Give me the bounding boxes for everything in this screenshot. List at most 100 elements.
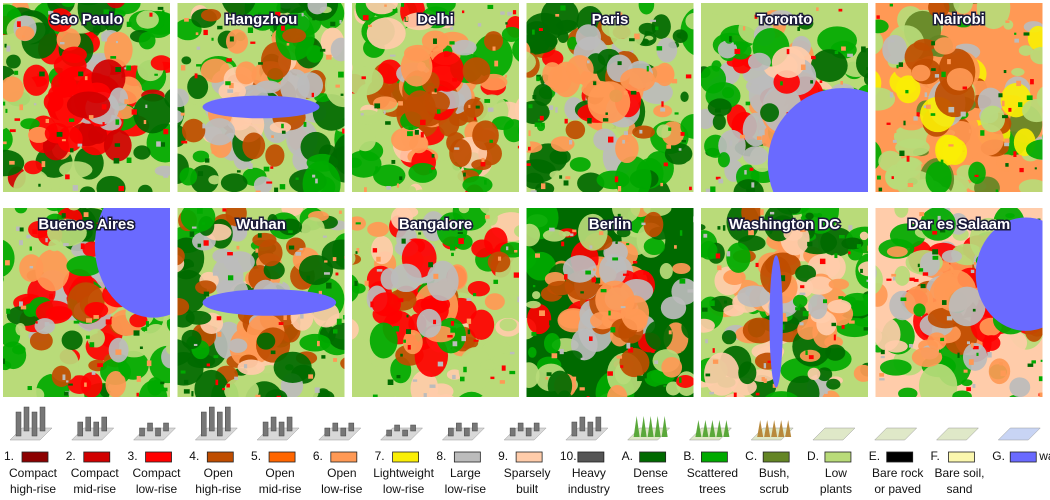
map-patch — [105, 370, 126, 397]
map-speck — [602, 118, 609, 122]
map-patch — [408, 162, 437, 183]
map-speck — [115, 67, 121, 72]
map-speck — [807, 241, 813, 247]
class-icon — [688, 420, 733, 441]
map-speck — [886, 122, 891, 125]
map-patch — [390, 208, 413, 230]
map-patch — [407, 186, 417, 192]
map-speck — [896, 64, 899, 69]
map-patch — [601, 14, 640, 39]
map-speck — [308, 374, 314, 379]
map-speck — [919, 212, 925, 217]
map-speck — [452, 341, 458, 347]
map-patch — [532, 291, 541, 300]
city-label: Dar es Salaam — [908, 216, 1011, 233]
map-speck — [48, 10, 54, 15]
map-speck — [607, 371, 613, 376]
map-speck — [824, 387, 828, 394]
map-speck — [976, 352, 979, 356]
map-speck — [614, 176, 619, 183]
map-patch — [577, 213, 608, 251]
map-patch — [252, 232, 277, 248]
map-speck — [1014, 32, 1017, 35]
map-panel — [177, 208, 345, 397]
map-speck — [600, 289, 607, 293]
map-patch — [340, 357, 345, 370]
map-patch — [526, 300, 541, 309]
map-speck — [879, 378, 885, 381]
map-speck — [157, 6, 164, 10]
map-patch — [179, 167, 198, 186]
map-speck — [937, 215, 941, 222]
map-speck — [14, 118, 21, 121]
map-speck — [786, 48, 790, 55]
map-patch — [792, 294, 808, 308]
map-patch — [980, 105, 1006, 133]
map-speck — [734, 48, 741, 54]
map-patch — [810, 49, 848, 83]
map-speck — [807, 225, 811, 231]
map-speck — [972, 345, 979, 350]
map-patch — [449, 138, 472, 168]
map-patch — [150, 55, 170, 71]
map-patch — [717, 40, 738, 59]
city-label: Bangalore — [399, 216, 472, 233]
map-patch — [499, 318, 517, 332]
map-patch — [462, 176, 493, 192]
map-speck — [300, 313, 304, 319]
map-speck — [660, 107, 666, 112]
map-patch — [638, 3, 655, 15]
map-speck — [538, 28, 543, 32]
map-speck — [907, 183, 914, 188]
map-speck — [114, 143, 121, 147]
map-speck — [898, 62, 904, 67]
map-patch — [742, 146, 768, 166]
map-speck — [27, 386, 32, 391]
map-speck — [637, 375, 644, 382]
map-speck — [5, 260, 10, 266]
map-speck — [385, 121, 391, 125]
map-patch — [922, 407, 940, 425]
map-speck — [980, 130, 985, 136]
map-patch — [181, 118, 206, 143]
map-speck — [431, 91, 437, 95]
map-speck — [452, 374, 456, 380]
map-speck — [217, 331, 222, 337]
map-speck — [227, 89, 234, 93]
map-speck — [555, 13, 560, 17]
map-speck — [405, 15, 409, 22]
map-speck — [679, 230, 683, 236]
map-speck — [580, 291, 584, 294]
map-patch — [177, 297, 190, 316]
map-speck — [142, 327, 148, 331]
legend-swatch — [330, 451, 358, 463]
map-speck — [372, 394, 378, 397]
map-patch — [723, 269, 746, 285]
map-patch — [51, 365, 72, 387]
map-patch — [352, 251, 356, 265]
map-patch — [393, 396, 397, 397]
map-patch — [220, 173, 248, 192]
icon-tree — [702, 420, 709, 437]
map-speck — [810, 80, 814, 84]
map-speck — [278, 322, 284, 325]
map-speck — [1013, 151, 1017, 157]
map-speck — [866, 67, 868, 71]
map-patch — [301, 217, 325, 241]
map-patch — [265, 144, 285, 167]
map-speck — [450, 26, 454, 31]
map-speck — [199, 346, 202, 351]
map-patch — [106, 3, 125, 9]
map-speck — [225, 81, 231, 86]
map-speck — [643, 272, 650, 275]
icon-building — [595, 416, 602, 432]
icon-building — [262, 421, 269, 437]
map-patch — [298, 254, 334, 286]
map-speck — [295, 252, 302, 256]
map-patch — [968, 161, 986, 185]
map-patch — [503, 119, 519, 143]
map-patch — [140, 208, 148, 209]
map-patch — [404, 90, 436, 128]
map-patch — [1042, 109, 1043, 114]
map-speck — [626, 137, 630, 142]
